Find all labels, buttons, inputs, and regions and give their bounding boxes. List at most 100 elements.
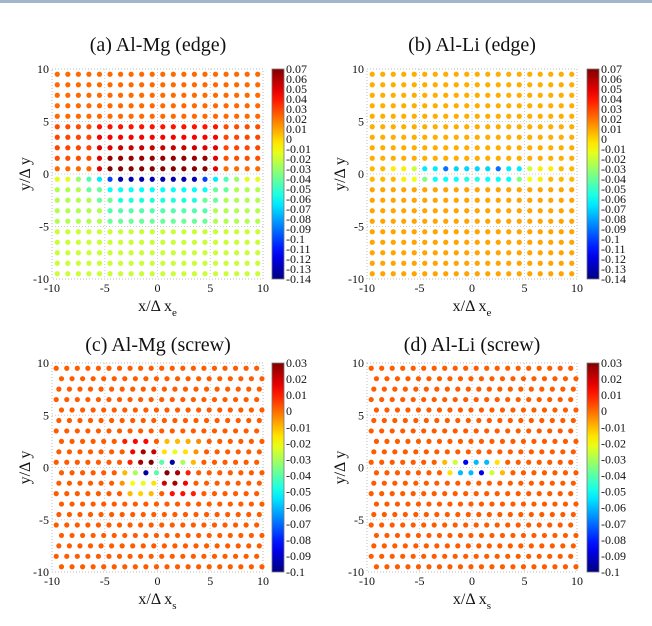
data-point <box>223 229 229 235</box>
data-point <box>75 208 81 214</box>
data-point <box>436 564 443 570</box>
data-point <box>474 271 480 277</box>
data-point <box>539 449 545 455</box>
data-point <box>380 124 386 130</box>
data-point <box>436 438 443 444</box>
data-point <box>54 103 60 109</box>
data-point <box>495 197 501 203</box>
data-point <box>259 501 265 507</box>
data-point <box>160 250 166 256</box>
data-point <box>86 208 92 214</box>
data-point <box>98 480 104 486</box>
data-point <box>244 145 250 151</box>
data-point <box>223 103 229 109</box>
x-tick-label: -5 <box>100 574 110 588</box>
y-tick-label: 5 <box>43 408 49 422</box>
data-point <box>65 229 71 235</box>
data-point <box>74 396 80 403</box>
data-point <box>527 124 533 130</box>
data-point <box>181 71 187 77</box>
data-point <box>415 564 422 570</box>
data-point <box>214 449 220 455</box>
data-point <box>447 564 453 570</box>
data-point <box>206 501 212 507</box>
data-point <box>476 511 482 518</box>
data-point <box>211 396 218 403</box>
colorbar-tick-label: -0.04 <box>286 469 311 483</box>
data-point <box>474 187 480 193</box>
data-point <box>548 229 554 235</box>
data-point <box>190 365 196 371</box>
data-point <box>170 145 176 151</box>
data-point <box>516 103 522 109</box>
data-point <box>457 564 464 570</box>
data-point <box>390 82 396 88</box>
data-point <box>442 428 448 434</box>
data-point <box>474 155 480 161</box>
data-point <box>457 438 464 444</box>
data-point <box>506 176 512 182</box>
y-tick-label: -10 <box>348 272 364 286</box>
data-point <box>202 82 208 88</box>
data-point <box>531 438 537 444</box>
data-point <box>148 428 154 434</box>
data-point <box>443 71 449 77</box>
data-point <box>536 459 542 465</box>
data-point <box>463 365 469 371</box>
data-point <box>181 271 187 277</box>
data-point <box>539 417 545 424</box>
data-point <box>153 501 160 507</box>
data-point <box>181 113 187 119</box>
data-point <box>474 250 480 256</box>
data-point <box>537 71 543 77</box>
data-point <box>227 376 233 382</box>
data-point <box>422 92 428 98</box>
data-point <box>160 197 166 203</box>
data-point <box>244 113 250 119</box>
data-point <box>181 155 187 161</box>
data-point <box>505 553 511 559</box>
data-point <box>569 187 575 193</box>
data-point <box>255 218 261 224</box>
data-point <box>485 260 491 266</box>
data-point <box>560 480 566 486</box>
data-point <box>255 197 261 203</box>
data-point <box>443 218 449 224</box>
data-point <box>138 459 144 465</box>
colorbar-tick-label: -0.02 <box>601 152 626 166</box>
data-point <box>117 134 124 140</box>
data-point <box>432 176 438 182</box>
data-point <box>558 166 564 172</box>
data-point <box>569 239 575 245</box>
data-point <box>255 187 261 193</box>
data-point <box>558 124 564 130</box>
data-point <box>164 407 170 413</box>
data-point <box>255 82 261 88</box>
data-point <box>69 438 75 444</box>
data-point <box>369 166 375 172</box>
data-point <box>548 176 554 182</box>
data-point <box>495 250 501 256</box>
data-point <box>444 543 450 549</box>
data-point <box>516 197 522 203</box>
data-point <box>506 145 512 151</box>
data-point <box>202 92 208 98</box>
data-point <box>191 71 198 77</box>
data-point <box>191 218 198 224</box>
data-point <box>227 438 233 444</box>
data-point <box>235 449 241 455</box>
data-point <box>234 134 240 140</box>
data-point <box>539 386 545 392</box>
data-point <box>174 501 181 507</box>
x-tick-label: 5 <box>207 574 213 588</box>
data-point <box>558 103 564 109</box>
data-point <box>505 365 511 371</box>
data-point <box>520 407 527 413</box>
data-point <box>558 176 564 182</box>
data-point <box>434 449 440 455</box>
data-point <box>411 176 417 182</box>
colorbar-tick-label: -0.08 <box>601 533 626 547</box>
x-tick-label: 5 <box>522 574 528 588</box>
data-point <box>381 417 387 424</box>
data-point <box>531 376 537 382</box>
